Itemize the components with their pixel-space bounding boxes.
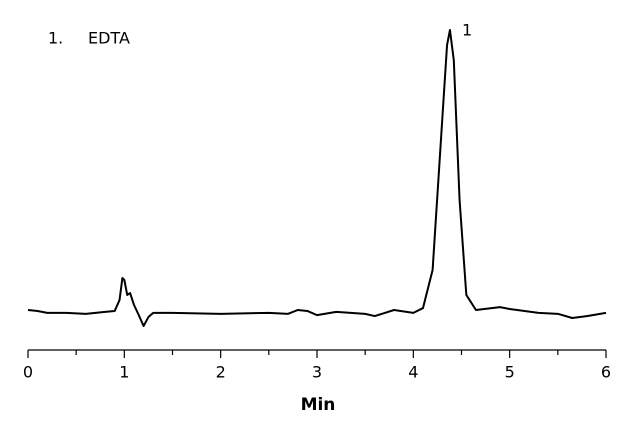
x-axis-label: Min [301,395,336,415]
legend-name: EDTA [88,29,130,48]
chromatogram-line [27,29,607,327]
x-tick-label: 6 [601,363,611,382]
x-tick-label: 2 [216,363,226,382]
x-tick-label: 5 [505,363,515,382]
peak-label: 1 [462,21,472,40]
legend-number: 1. [48,29,63,48]
x-tick-label: 4 [408,363,418,382]
x-tick-label: 3 [312,363,322,382]
x-tick-label: 1 [119,363,129,382]
x-tick-label: 0 [23,363,33,382]
